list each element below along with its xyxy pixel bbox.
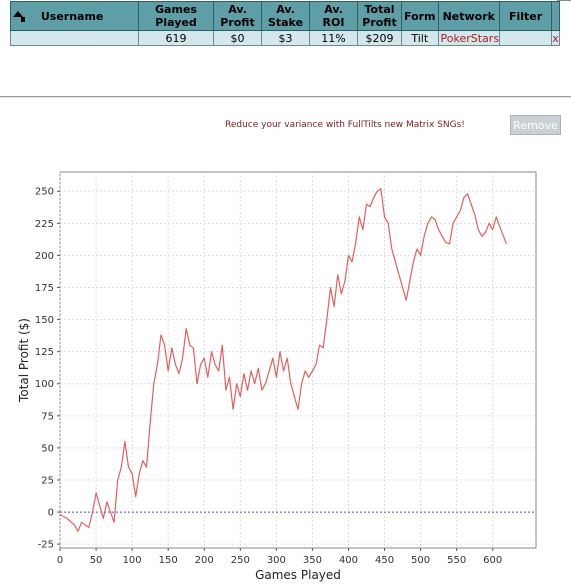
cell-total-profit: $209 [357,30,402,46]
col-header-av-stake[interactable]: Av. Stake [261,1,310,31]
y-tick-label: 150 [35,315,54,326]
plot-area [59,171,537,549]
x-tick-label: 250 [231,555,250,566]
col-header-av-roi[interactable]: Av. ROI [309,1,358,31]
cell-username[interactable] [10,30,139,46]
y-tick-label: 225 [35,219,54,230]
y-tick-label: 50 [41,443,54,454]
player-stats-table: Username Games Played Av. Profit Av. Sta… [10,1,561,46]
cell-av-stake: $3 [261,30,310,46]
x-tick-label: 400 [339,555,358,566]
col-header-total-profit[interactable]: Total Profit [357,1,402,31]
profit-series-line [59,188,507,532]
x-tick-label: 550 [447,555,466,566]
y-tick-label: 250 [35,187,54,198]
x-tick-label: 450 [375,555,394,566]
col-header-form[interactable]: Form [401,1,439,31]
col-header-games-played[interactable]: Games Played [138,1,214,31]
y-axis-title: Total Profit ($) [17,318,31,403]
y-tick-label: 100 [35,379,54,390]
y-tick-label: 125 [35,347,54,358]
y-tick-label: 175 [35,283,54,294]
cell-form: Tilt [401,30,439,46]
remove-row-link[interactable]: x [551,30,561,46]
col-header-username[interactable]: Username [10,1,139,31]
remove-button[interactable]: Remove [510,115,561,135]
y-tick-label: -25 [38,540,54,551]
col-header-filter[interactable]: Filter [499,1,553,31]
window-edge [557,0,571,3]
cell-games-played: 619 [138,30,214,46]
table-row[interactable]: 619 $0 $3 11% $209 Tilt PokerStars x [10,30,561,46]
x-tick-label: 150 [159,555,178,566]
x-tick-label: 350 [303,555,322,566]
profit-line-chart: 0 50 100 150 200 250 300 350 400 450 500 550 600-250… [17,171,537,582]
cell-network-link[interactable]: PokerStars [437,30,501,46]
col-header-av-profit[interactable]: Av. Profit [213,1,262,31]
promo-link[interactable]: Reduce your variance with FullTilts new … [225,120,465,130]
x-tick-label: 100 [123,555,142,566]
x-tick-label: 0 [57,555,63,566]
x-axis-title: Games Played [255,568,341,582]
x-tick-label: 50 [90,555,103,566]
table-header-row: Username Games Played Av. Profit Av. Sta… [10,1,561,31]
x-tick-label: 600 [483,555,502,566]
col-header-blank [551,1,561,31]
sort-up-icon[interactable] [13,10,25,22]
y-tick-label: 200 [35,251,54,262]
y-tick-label: 25 [41,475,54,486]
x-tick-label: 200 [195,555,214,566]
section-divider [0,96,571,98]
y-tick-label: 0 [48,508,54,519]
cell-av-roi: 11% [309,30,358,46]
col-header-network[interactable]: Network [437,1,501,31]
cell-filter[interactable] [499,30,553,46]
x-tick-label: 500 [411,555,430,566]
cell-av-profit: $0 [213,30,262,46]
y-tick-label: 75 [41,411,54,422]
x-tick-label: 300 [267,555,286,566]
